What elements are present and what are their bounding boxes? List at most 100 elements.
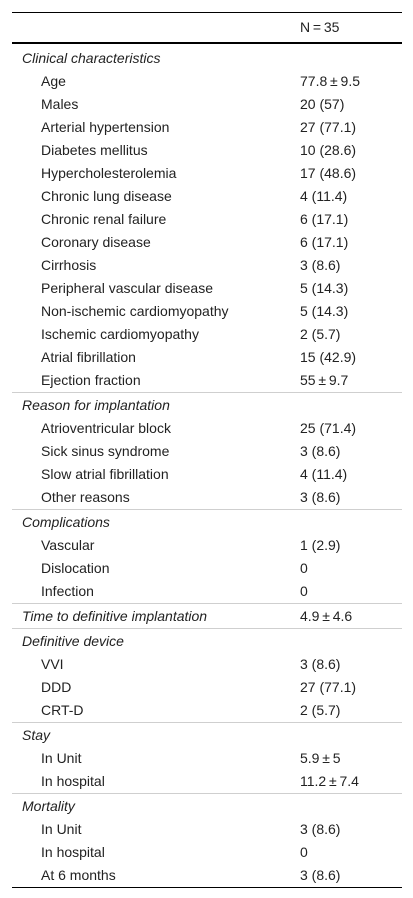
table-row: Cirrhosis 3 (8.6) xyxy=(12,254,402,277)
row-value: 5.9 ± 5 xyxy=(300,749,341,766)
row-value: 0 xyxy=(300,579,402,604)
table-row: Vascular 1 (2.9) xyxy=(12,534,402,557)
section-header-row: Reason for implantation xyxy=(12,392,402,417)
row-value: 3 (8.6) xyxy=(300,820,341,837)
row-label: In hospital xyxy=(41,843,105,860)
table-row: Ischemic cardiomyopathy 2 (5.7) xyxy=(12,323,402,346)
section-title: Time to definitive implantation xyxy=(12,603,300,629)
row-label: Infection xyxy=(12,579,300,604)
row-value: 3 (8.6) xyxy=(300,485,402,510)
column-header-n: N = 35 xyxy=(12,12,402,44)
row-value: 3 (8.6) xyxy=(300,655,341,672)
row-value: 3 (8.6) xyxy=(300,256,341,273)
section-header-row: Complications xyxy=(12,509,402,534)
row-label: Coronary disease xyxy=(41,233,151,250)
row-value: 77.8 ± 9.5 xyxy=(300,72,360,89)
row-value: 20 (57) xyxy=(300,95,345,112)
table-row: Chronic lung disease 4 (11.4) xyxy=(12,185,402,208)
row-value: 0 xyxy=(300,843,308,860)
row-label: Hypercholesterolemia xyxy=(41,164,177,181)
section-header-row: Stay xyxy=(12,722,402,747)
row-value: 6 (17.1) xyxy=(300,233,349,250)
row-value: 17 (48.6) xyxy=(300,164,357,181)
row-label: Diabetes mellitus xyxy=(41,141,148,158)
table-row: Infection 0 xyxy=(12,579,402,604)
section-title: Complications xyxy=(22,513,110,530)
table-row: Arterial hypertension 27 (77.1) xyxy=(12,116,402,139)
row-label: Sick sinus syndrome xyxy=(41,442,170,459)
section-value xyxy=(300,722,402,747)
row-value: 11.2 ± 7.4 xyxy=(300,769,402,794)
table-row: DDD 27 (77.1) xyxy=(12,676,402,699)
row-value: 2 (5.7) xyxy=(300,325,341,342)
row-value: 3 (8.6) xyxy=(300,442,341,459)
row-label: Arterial hypertension xyxy=(41,118,170,135)
section-header-row: Definitive device xyxy=(12,628,402,653)
row-label: Ejection fraction xyxy=(12,368,300,393)
table-row: Hypercholesterolemia 17 (48.6) xyxy=(12,162,402,185)
section-header-row: Mortality xyxy=(12,793,402,818)
section-value xyxy=(300,392,402,417)
row-label: DDD xyxy=(41,678,72,695)
row-label: In Unit xyxy=(41,820,82,837)
row-label: Other reasons xyxy=(12,485,300,510)
table-row: Age 77.8 ± 9.5 xyxy=(12,70,402,93)
row-label: Chronic renal failure xyxy=(41,210,167,227)
table-row: In Unit 5.9 ± 5 xyxy=(12,747,402,770)
section-value xyxy=(300,509,402,534)
table-row: In hospital 0 xyxy=(12,841,402,864)
table-row: Dislocation 0 xyxy=(12,557,402,580)
row-label: Age xyxy=(41,72,66,89)
table-row: Chronic renal failure 6 (17.1) xyxy=(12,208,402,231)
row-label: Non-ischemic cardiomyopathy xyxy=(41,302,229,319)
table-row: Ejection fraction 55 ± 9.7 xyxy=(12,368,402,393)
row-label: Chronic lung disease xyxy=(41,187,172,204)
row-label: Peripheral vascular disease xyxy=(41,279,213,296)
row-label: VVI xyxy=(41,655,64,672)
section-header-row: Time to definitive implantation 4.9 ± 4.6 xyxy=(12,603,402,629)
row-label: Ischemic cardiomyopathy xyxy=(41,325,199,342)
row-value: 25 (71.4) xyxy=(300,419,357,436)
table-row: Non-ischemic cardiomyopathy 5 (14.3) xyxy=(12,300,402,323)
section-value: 4.9 ± 4.6 xyxy=(300,603,402,629)
row-label: Males xyxy=(41,95,79,112)
row-value: 2 (5.7) xyxy=(300,698,402,723)
characteristics-table: N = 35 Clinical characteristics Age 77.8 ±… xyxy=(12,12,402,888)
table-row: In hospital 11.2 ± 7.4 xyxy=(12,769,402,794)
table-row: Coronary disease 6 (17.1) xyxy=(12,231,402,254)
row-label: At 6 months xyxy=(12,863,300,888)
row-label: In hospital xyxy=(12,769,300,794)
section-title: Clinical characteristics xyxy=(22,49,161,66)
section-title: Reason for implantation xyxy=(22,396,170,413)
table-row: Peripheral vascular disease 5 (14.3) xyxy=(12,277,402,300)
row-label: Cirrhosis xyxy=(41,256,97,273)
row-value: 0 xyxy=(300,559,308,576)
section-value xyxy=(300,43,402,70)
row-label: Atrioventricular block xyxy=(41,419,171,436)
row-value: 3 (8.6) xyxy=(300,863,402,888)
row-value: 15 (42.9) xyxy=(300,348,357,365)
table-row: Males 20 (57) xyxy=(12,93,402,116)
row-label: Vascular xyxy=(41,536,95,553)
section-title: Mortality xyxy=(22,797,75,814)
section-value xyxy=(300,793,402,818)
table-row: At 6 months 3 (8.6) xyxy=(12,863,402,888)
row-label: Atrial fibrillation xyxy=(41,348,136,365)
table-row: CRT-D 2 (5.7) xyxy=(12,698,402,723)
section-header-row: Clinical characteristics xyxy=(12,43,402,70)
table-row: Diabetes mellitus 10 (28.6) xyxy=(12,139,402,162)
table-header-row: N = 35 xyxy=(12,12,402,44)
section-title: Definitive device xyxy=(22,632,124,649)
row-value: 10 (28.6) xyxy=(300,141,357,158)
table-row: Slow atrial fibrillation 4 (11.4) xyxy=(12,463,402,486)
table-row: Sick sinus syndrome 3 (8.6) xyxy=(12,440,402,463)
row-label: CRT-D xyxy=(12,698,300,723)
row-value: 6 (17.1) xyxy=(300,210,349,227)
table-row: Atrioventricular block 25 (71.4) xyxy=(12,417,402,440)
row-value: 4 (11.4) xyxy=(300,465,348,482)
row-label: Slow atrial fibrillation xyxy=(41,465,169,482)
row-label: In Unit xyxy=(41,749,82,766)
row-value: 1 (2.9) xyxy=(300,536,341,553)
row-value: 27 (77.1) xyxy=(300,678,357,695)
